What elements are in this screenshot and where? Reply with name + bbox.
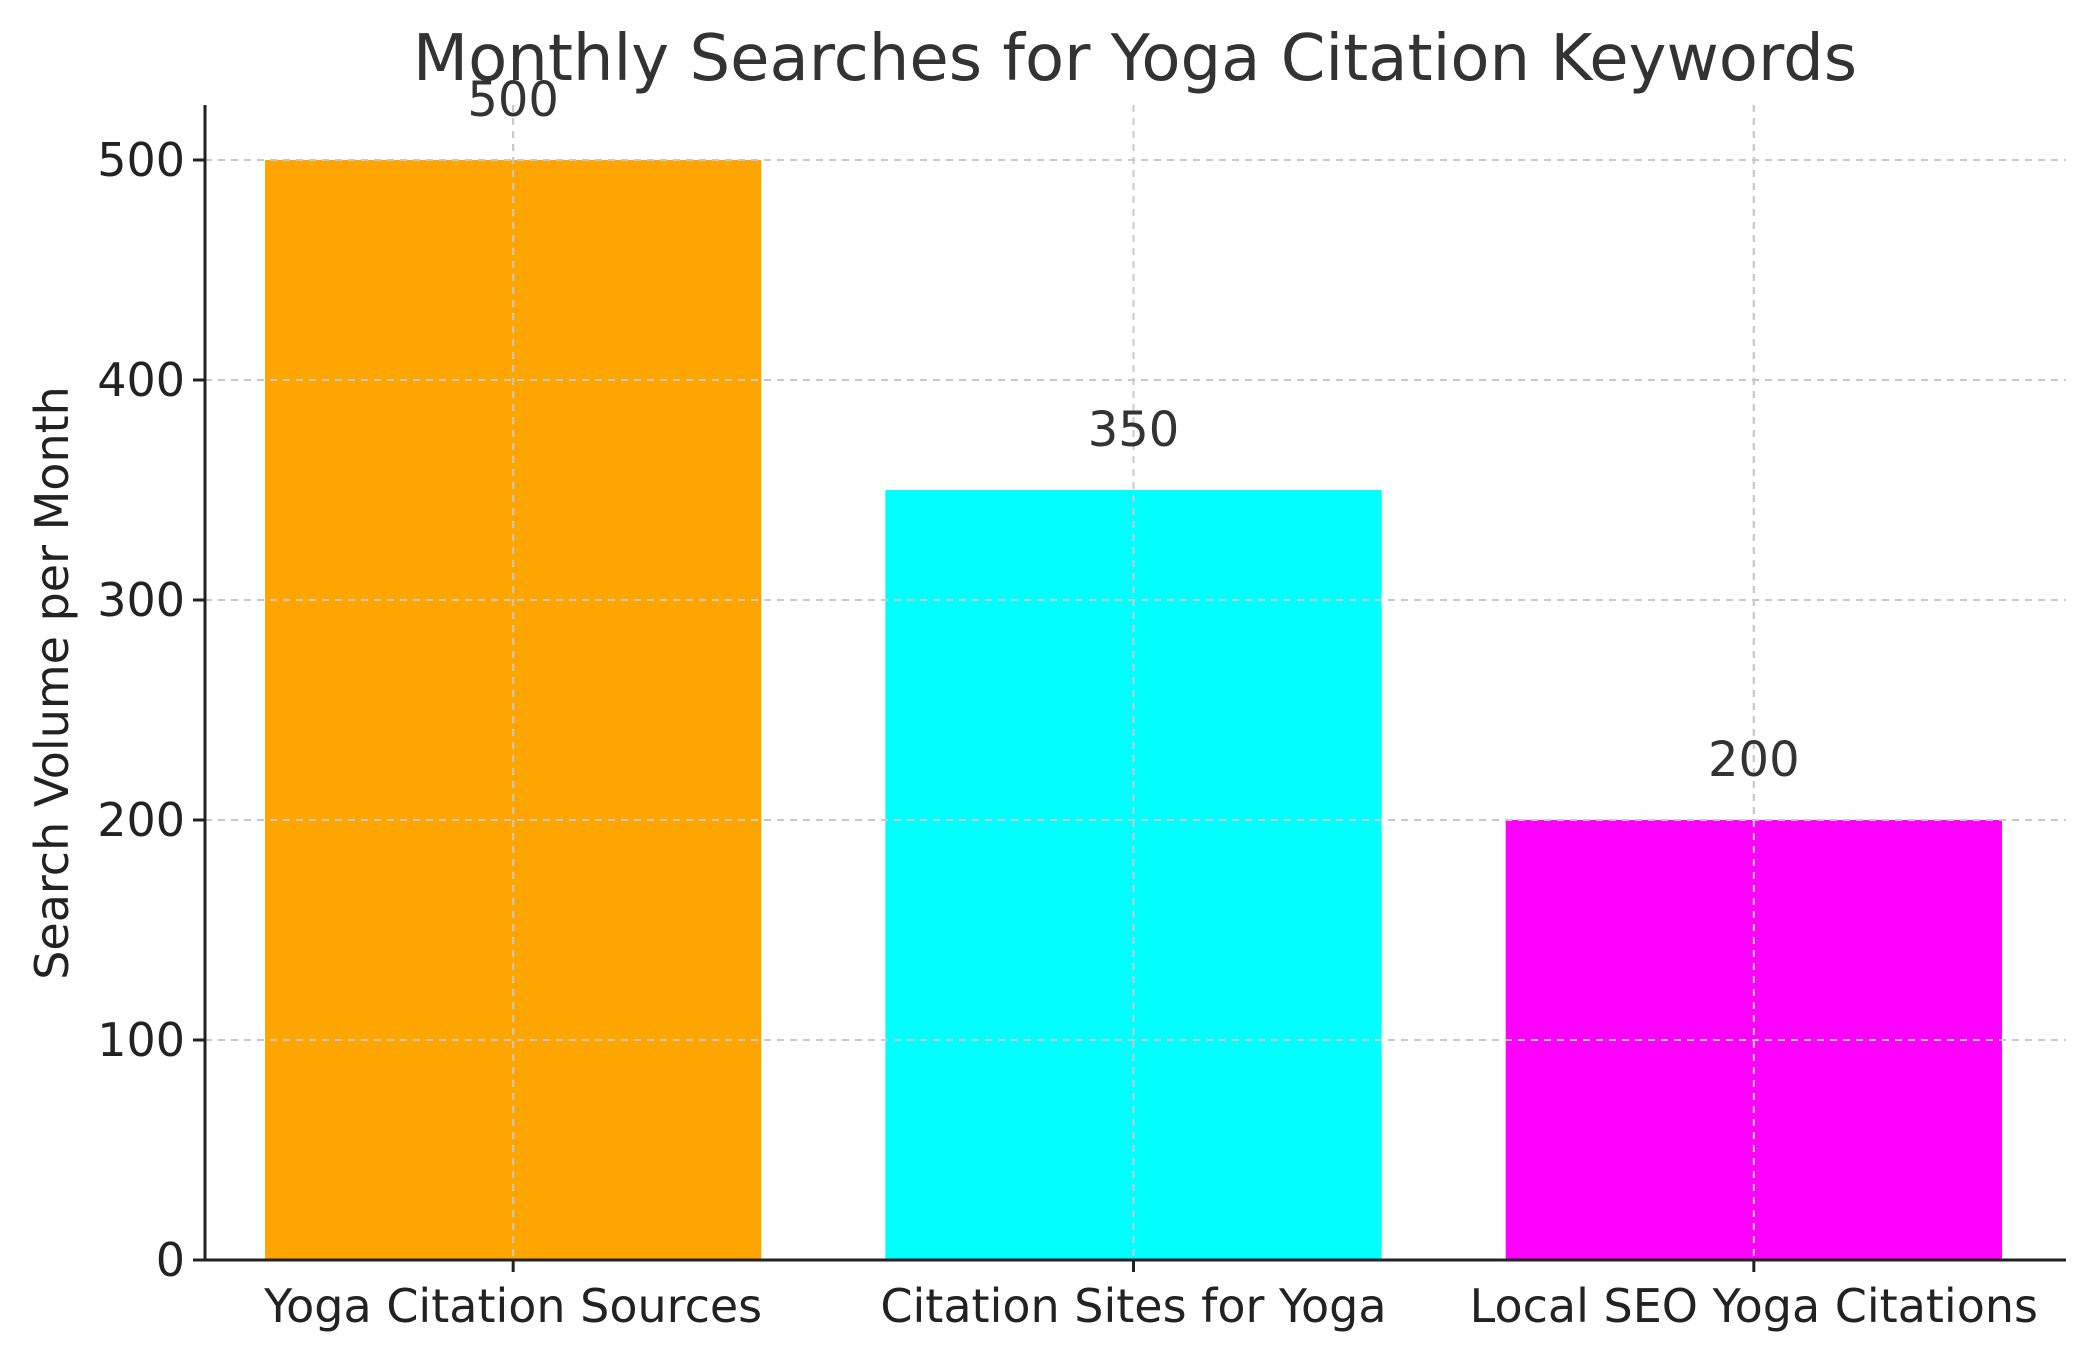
y-tick-label: 500 [97, 133, 185, 187]
y-tick-label: 200 [97, 793, 185, 847]
bars [205, 105, 2066, 1260]
y-tick-label: 300 [97, 573, 185, 627]
data-labels: 500 350 200 [467, 72, 1799, 788]
x-tick-label: Citation Sites for Yoga [880, 1279, 1386, 1333]
axes [203, 105, 2066, 1262]
bar-value-label: 500 [467, 72, 559, 128]
ticks: 0 100 200 300 400 500 Yoga Citation Sources Cit… [97, 133, 2038, 1333]
y-axis-title: Search Volume per Month [25, 386, 79, 980]
y-tick-label: 100 [97, 1013, 185, 1067]
chart-title: Monthly Searches for Yoga Citation Keywo… [413, 22, 1857, 96]
bar-value-label: 200 [1708, 732, 1800, 788]
y-tick-label: 0 [156, 1233, 185, 1287]
x-tick-label: Yoga Citation Sources [263, 1279, 762, 1333]
y-tick-label: 400 [97, 353, 185, 407]
x-tick-label: Local SEO Yoga Citations [1470, 1279, 2038, 1333]
bar-value-label: 350 [1088, 402, 1180, 458]
